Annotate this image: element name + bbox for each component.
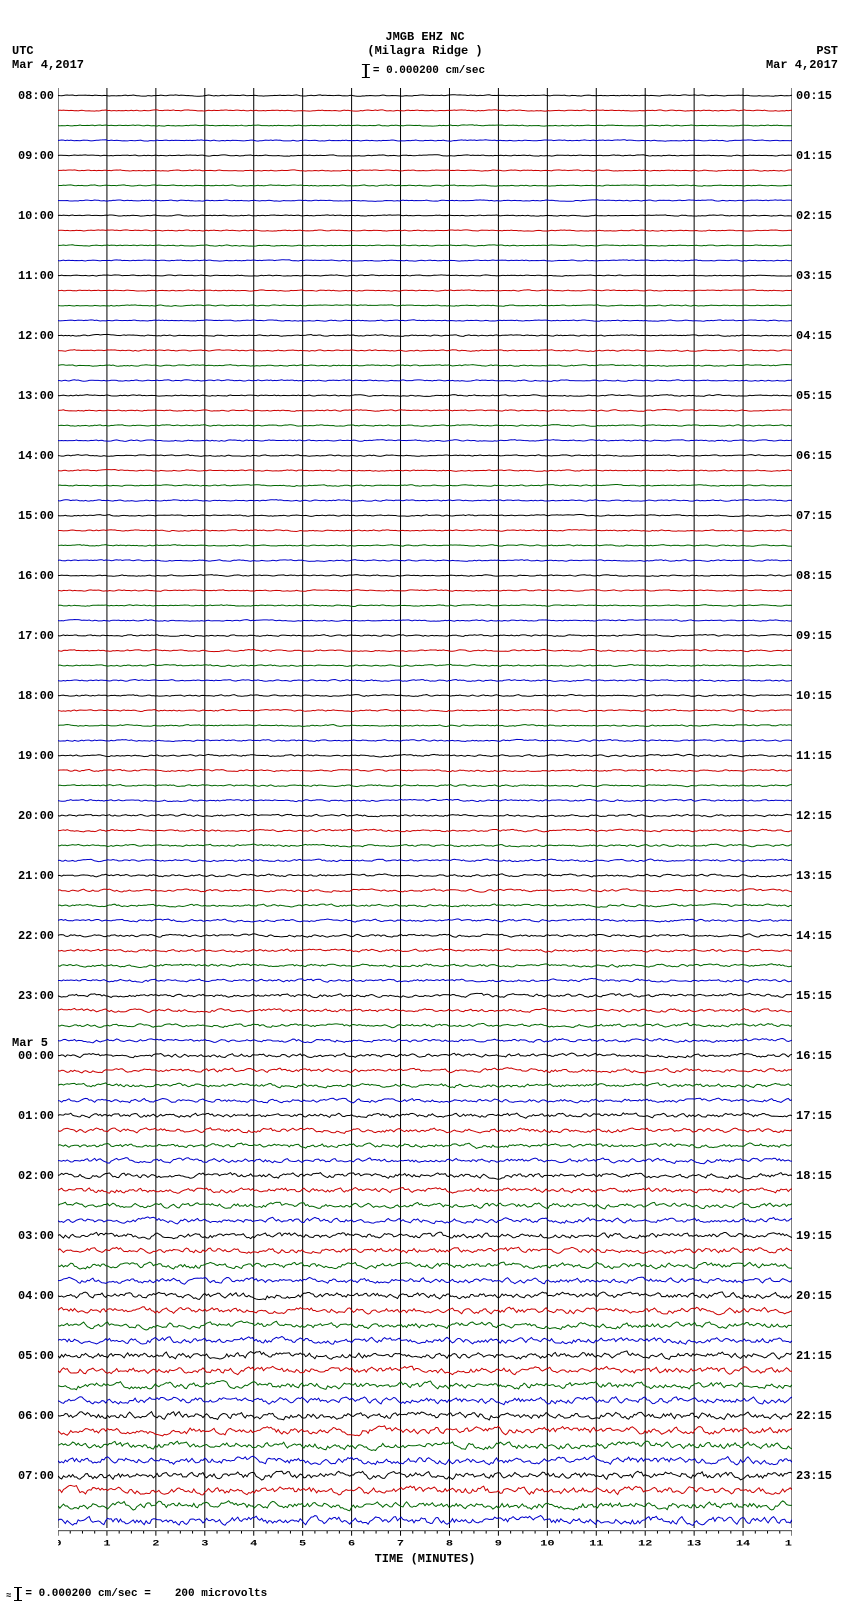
utc-time-label: 12:00 [12, 329, 54, 343]
utc-time-label: 13:00 [12, 389, 54, 403]
utc-time-label: 06:00 [12, 1409, 54, 1423]
utc-time-label: 15:00 [12, 509, 54, 523]
footer-text-prefix: = 0.000200 cm/sec = [25, 1588, 150, 1600]
svg-text:6: 6 [348, 1539, 355, 1549]
pst-time-label: 01:15 [796, 149, 838, 163]
svg-text:8: 8 [446, 1539, 453, 1549]
x-axis-ticks: 0123456789101112131415 [58, 1530, 792, 1550]
svg-text:2: 2 [152, 1539, 159, 1549]
svg-text:3: 3 [201, 1539, 208, 1549]
svg-text:10: 10 [540, 1539, 554, 1549]
seismogram-svg [58, 88, 792, 1528]
utc-date: Mar 4,2017 [12, 58, 84, 72]
utc-time-label: 22:00 [12, 929, 54, 943]
scale-bar-icon [365, 64, 367, 78]
utc-time-label: 17:00 [12, 629, 54, 643]
x-axis-label: TIME (MINUTES) [58, 1552, 792, 1566]
scale-indicator: = 0.000200 cm/sec [365, 64, 485, 78]
scale-text: = 0.000200 cm/sec [373, 65, 485, 77]
utc-time-label: 01:00 [12, 1109, 54, 1123]
svg-text:15: 15 [785, 1539, 792, 1549]
pst-time-label: 00:15 [796, 89, 838, 103]
utc-time-label: 05:00 [12, 1349, 54, 1363]
pst-label: PST [816, 44, 838, 58]
utc-label: UTC [12, 44, 34, 58]
footer-scale-bar-icon [17, 1587, 19, 1601]
station-code: JMGB EHZ NC [0, 30, 850, 44]
pst-time-label: 02:15 [796, 209, 838, 223]
pst-time-label: 03:15 [796, 269, 838, 283]
utc-time-label: 04:00 [12, 1289, 54, 1303]
svg-text:1: 1 [103, 1539, 110, 1549]
utc-time-label: 23:00 [12, 989, 54, 1003]
pst-time-label: 10:15 [796, 689, 838, 703]
pst-time-label: 06:15 [796, 449, 838, 463]
station-name: (Milagra Ridge ) [0, 44, 850, 58]
utc-time-label: 20:00 [12, 809, 54, 823]
pst-time-label: 23:15 [796, 1469, 838, 1483]
utc-time-label: 16:00 [12, 569, 54, 583]
pst-time-label: 11:15 [796, 749, 838, 763]
utc-time-label: 03:00 [12, 1229, 54, 1243]
pst-time-label: 14:15 [796, 929, 838, 943]
utc-time-label: 09:00 [12, 149, 54, 163]
svg-text:12: 12 [638, 1539, 652, 1549]
svg-text:9: 9 [495, 1539, 502, 1549]
pst-time-label: 07:15 [796, 509, 838, 523]
pst-time-label: 04:15 [796, 329, 838, 343]
pst-time-label: 09:15 [796, 629, 838, 643]
svg-text:0: 0 [58, 1539, 62, 1549]
svg-text:4: 4 [250, 1539, 257, 1549]
pst-date: Mar 4,2017 [766, 58, 838, 72]
utc-date-marker: Mar 5 [12, 1036, 48, 1050]
pst-time-label: 20:15 [796, 1289, 838, 1303]
pst-time-label: 17:15 [796, 1109, 838, 1123]
utc-time-label: 07:00 [12, 1469, 54, 1483]
utc-time-label: 19:00 [12, 749, 54, 763]
utc-time-label: 08:00 [12, 89, 54, 103]
pst-time-label: 19:15 [796, 1229, 838, 1243]
pst-time-label: 21:15 [796, 1349, 838, 1363]
utc-time-label: 18:00 [12, 689, 54, 703]
utc-time-label: 11:00 [12, 269, 54, 283]
svg-text:14: 14 [736, 1539, 750, 1549]
footer-text-suffix: 200 microvolts [175, 1588, 267, 1600]
pst-time-label: 13:15 [796, 869, 838, 883]
footer-scale: ≈ = 0.000200 cm/sec = 200 microvolts [6, 1587, 267, 1601]
seismogram-plot [58, 88, 792, 1528]
utc-time-label: 02:00 [12, 1169, 54, 1183]
utc-time-label: 21:00 [12, 869, 54, 883]
pst-time-label: 12:15 [796, 809, 838, 823]
utc-time-label: 10:00 [12, 209, 54, 223]
utc-time-label: 14:00 [12, 449, 54, 463]
pst-time-label: 08:15 [796, 569, 838, 583]
pst-time-label: 22:15 [796, 1409, 838, 1423]
pst-time-label: 16:15 [796, 1049, 838, 1063]
svg-text:11: 11 [589, 1539, 603, 1549]
svg-text:13: 13 [687, 1539, 701, 1549]
pst-time-label: 15:15 [796, 989, 838, 1003]
pst-time-label: 05:15 [796, 389, 838, 403]
svg-text:7: 7 [397, 1539, 404, 1549]
x-axis: 0123456789101112131415 TIME (MINUTES) [58, 1530, 792, 1570]
svg-text:5: 5 [299, 1539, 306, 1549]
utc-time-label: 00:00 [12, 1049, 54, 1063]
footer-prefix-symbol: ≈ [6, 1591, 11, 1601]
pst-time-label: 18:15 [796, 1169, 838, 1183]
